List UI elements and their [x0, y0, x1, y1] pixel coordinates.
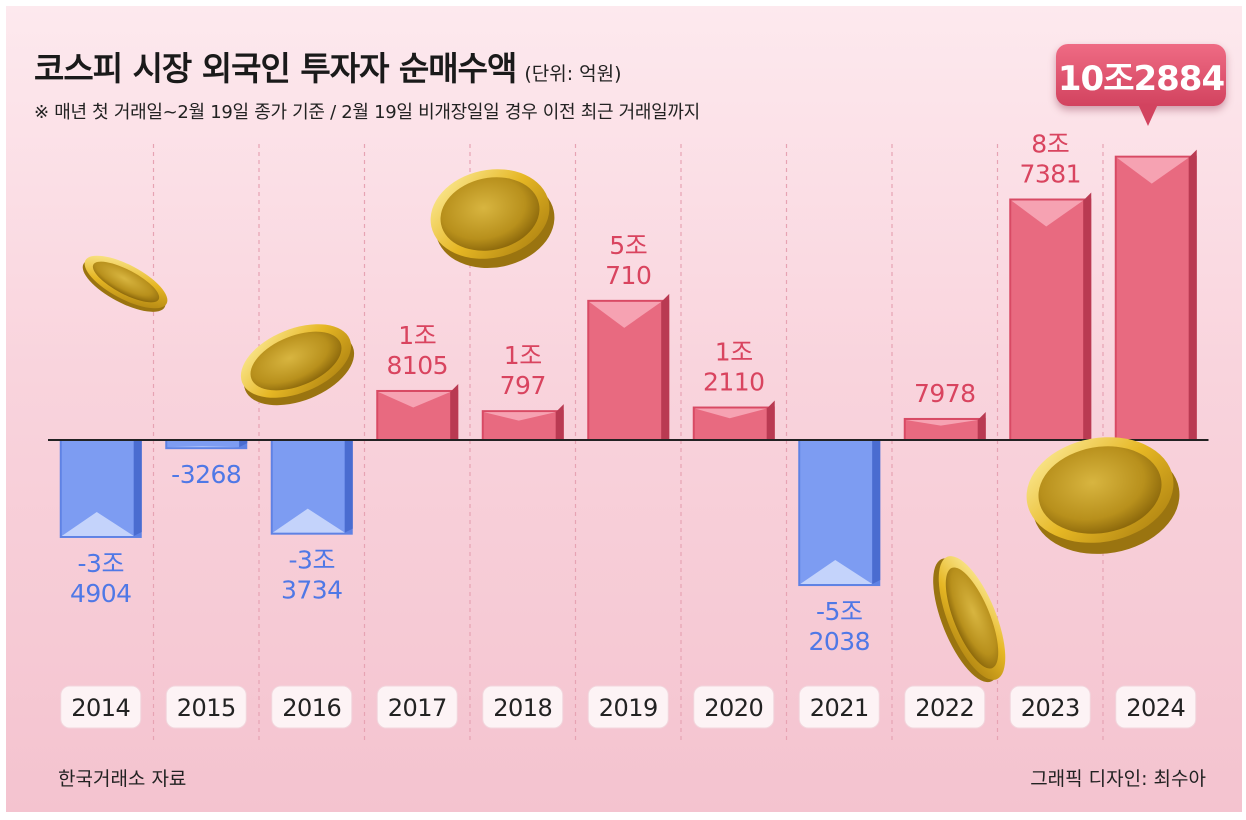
- data-label: 2038: [808, 627, 870, 656]
- year-labels: 2014 2015 2016 2017 2018 2019 2020 2021 2022 2023…: [60, 685, 1197, 729]
- year-label: 2022: [915, 694, 974, 722]
- infographic-card: -3조 4904 -3268 -3조 3734 1조 8105 1조 797 5조 710 1조 211…: [6, 6, 1242, 812]
- year-pill: 2018: [482, 685, 564, 729]
- bar-2022: [903, 411, 986, 440]
- data-label: 1조: [398, 321, 436, 350]
- data-label: 710: [605, 261, 651, 290]
- data-label: 797: [500, 371, 546, 400]
- coin-icon: [1026, 437, 1180, 554]
- bar-2020: [692, 400, 775, 440]
- year-pill: 2020: [693, 685, 775, 729]
- year-pill: 2015: [165, 685, 247, 729]
- bar-2014: [59, 440, 142, 538]
- coin-icon: [933, 556, 1006, 683]
- bar-2021: [798, 440, 881, 587]
- source-label: 한국거래소 자료: [58, 768, 187, 790]
- bar-2015: [165, 440, 248, 450]
- bar-2019: [587, 293, 670, 440]
- data-label: 8105: [386, 351, 448, 380]
- year-pill: 2019: [587, 685, 669, 729]
- data-label: 2110: [703, 368, 765, 397]
- year-label: 2015: [177, 694, 236, 722]
- bar-2024: [1114, 149, 1197, 441]
- year-label: 2023: [1021, 694, 1080, 722]
- credit-label: 그래픽 디자인: 최수아: [1030, 768, 1206, 790]
- data-label: 7978: [914, 379, 976, 408]
- year-label: 2020: [704, 694, 763, 722]
- data-label: 1조: [715, 338, 753, 367]
- data-label: -3조: [289, 546, 335, 575]
- year-label: 2018: [493, 694, 552, 722]
- year-label: 2019: [599, 694, 658, 722]
- page-title: 코스피 시장 외국인 투자자 순매수액: [34, 49, 517, 88]
- year-label: 2014: [71, 694, 130, 722]
- bar-2018: [481, 404, 564, 440]
- year-label: 2016: [282, 694, 341, 722]
- unit-label: (단위: 억원): [524, 63, 622, 85]
- data-label: 3734: [281, 576, 343, 605]
- data-label: 8조: [1031, 130, 1069, 159]
- bar-2017: [376, 383, 459, 440]
- highlight-callout: 10조2884: [1056, 44, 1226, 106]
- coin-icon: [82, 255, 168, 312]
- bar-2023: [1009, 192, 1092, 440]
- year-pill: 2016: [271, 685, 353, 729]
- bar-2016: [270, 440, 353, 535]
- data-label: 4904: [70, 579, 132, 608]
- data-label: -3268: [171, 460, 241, 489]
- callout-pointer: [1138, 104, 1158, 126]
- year-pill: 2022: [904, 685, 986, 729]
- bars: [59, 149, 1197, 587]
- data-label: 7381: [1019, 160, 1081, 189]
- year-pill: 2017: [376, 685, 458, 729]
- coin-icon: [430, 169, 555, 268]
- year-label: 2021: [810, 694, 869, 722]
- data-label: 5조: [609, 231, 647, 260]
- year-label: 2017: [388, 694, 447, 722]
- year-label: 2024: [1126, 694, 1185, 722]
- year-pill: 2014: [60, 685, 142, 729]
- year-pill: 2024: [1115, 685, 1197, 729]
- title-line: 코스피 시장 외국인 투자자 순매수액 (단위: 억원): [34, 42, 622, 90]
- coin-icon: [240, 324, 355, 406]
- data-label: -3조: [78, 549, 124, 578]
- footnote: ※ 매년 첫 거래일~2월 19일 종가 기준 / 2월 19일 비개장일일 경…: [34, 102, 700, 123]
- data-label: 1조: [504, 341, 542, 370]
- year-pill: 2021: [798, 685, 880, 729]
- data-label: -5조: [816, 597, 862, 626]
- year-pill: 2023: [1009, 685, 1091, 729]
